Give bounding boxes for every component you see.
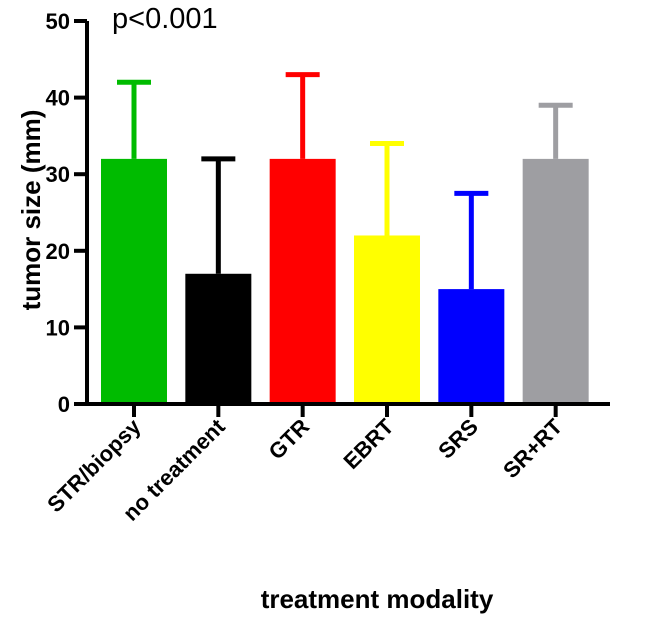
y-tick-label: 30 xyxy=(46,162,70,187)
bar-3 xyxy=(269,158,336,404)
bar-2 xyxy=(185,273,252,404)
y-tick-label: 0 xyxy=(58,392,70,417)
x-axis-title: treatment modality xyxy=(261,584,494,614)
x-tick-label: SR+RT xyxy=(498,413,568,483)
bar-1 xyxy=(101,158,167,404)
bar-4 xyxy=(354,235,420,404)
bars-group xyxy=(101,72,589,404)
x-tick-label: EBRT xyxy=(339,413,399,473)
x-tick-label: GTR xyxy=(264,414,315,465)
y-tick-label: 40 xyxy=(46,86,70,111)
bar-6 xyxy=(522,158,589,404)
x-tick-label: SRS xyxy=(433,414,483,464)
p-value-annotation: p<0.001 xyxy=(112,3,218,35)
y-tick-label: 50 xyxy=(46,9,70,34)
bar-5 xyxy=(438,289,505,404)
y-tick-label: 10 xyxy=(46,315,70,340)
y-axis-title: tumor size (mm) xyxy=(16,110,46,311)
y-tick-label: 20 xyxy=(46,239,70,264)
y-axis: 0 10 20 30 40 50 xyxy=(46,9,89,417)
